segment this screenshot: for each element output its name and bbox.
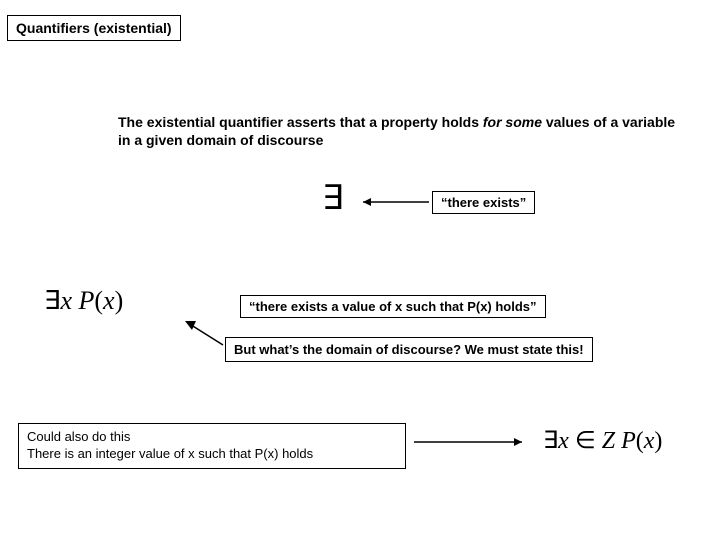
note-box: Could also do this There is an integer v… — [18, 423, 406, 469]
final-paren2: ) — [654, 428, 662, 454]
desc-italic: for some — [483, 114, 542, 130]
px-expression: ∃x P(x) — [44, 286, 123, 316]
exists-label-box: “there exists” — [432, 191, 535, 214]
px-label-text: “there exists a value of x such that P(x… — [249, 299, 537, 314]
exists-arrow — [355, 195, 433, 209]
final-expression: ∃x ∈ Z P(x) — [543, 426, 662, 455]
note-line2: There is an integer value of x such that… — [27, 446, 397, 463]
exists-symbol: ∃ — [322, 178, 343, 218]
final-in: ∈ — [569, 428, 602, 454]
final-x: x — [558, 428, 569, 454]
exists-label-text: “there exists” — [441, 195, 526, 210]
domain-question-box: But what’s the domain of discourse? We m… — [225, 337, 593, 362]
px-paren: ( — [94, 286, 103, 315]
px-xp: x P — [60, 286, 94, 315]
description-text: The existential quantifier asserts that … — [118, 113, 678, 149]
domain-question-text: But what’s the domain of discourse? We m… — [234, 342, 584, 357]
px-arrow — [178, 315, 228, 350]
exists-glyph: ∃ — [322, 180, 343, 217]
px-label-box: “there exists a value of x such that P(x… — [240, 295, 546, 318]
desc-pre: The existential quantifier asserts that … — [118, 114, 483, 130]
note-line1: Could also do this — [27, 429, 397, 446]
title-box: Quantifiers (existential) — [7, 15, 181, 41]
final-paren1: ( — [636, 428, 644, 454]
px-var: x — [103, 286, 115, 315]
final-zp: Z P — [602, 428, 636, 454]
px-exists: ∃ — [44, 286, 60, 315]
final-arrow — [410, 435, 532, 449]
final-exists: ∃ — [543, 428, 558, 454]
px-paren2: ) — [115, 286, 124, 315]
title-text: Quantifiers (existential) — [16, 20, 172, 36]
final-var: x — [644, 428, 655, 454]
